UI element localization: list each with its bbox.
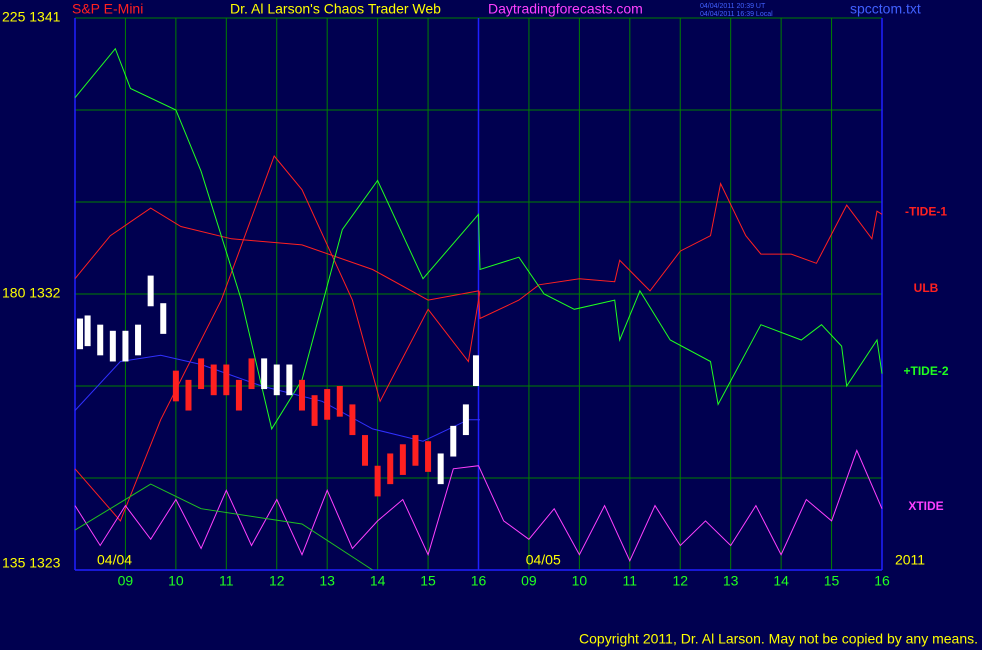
timestamp: 04/04/2011 20:39 UT — [700, 3, 766, 10]
price-bar — [160, 303, 167, 334]
copyright: Copyright 2011, Dr. Al Larson. May not b… — [579, 631, 978, 647]
instrument: S&P E-Mini — [72, 1, 143, 17]
price-bar — [362, 435, 369, 466]
x-tick-label: 09 — [118, 573, 134, 589]
x-tick-label: 16 — [874, 573, 890, 589]
price-bar — [109, 330, 116, 362]
x-tick-label: 12 — [672, 573, 688, 589]
series-line — [74, 182, 883, 320]
price-bar — [462, 404, 469, 436]
price-bar — [298, 379, 305, 411]
y-tick-label: 180 1332 — [2, 285, 61, 301]
price-bar — [349, 404, 356, 436]
price-bar — [223, 364, 230, 396]
price-bar — [185, 379, 192, 411]
x-tick-label: 15 — [420, 573, 436, 589]
price-bar — [374, 465, 381, 497]
x-tick-label: 12 — [269, 573, 285, 589]
price-bar — [387, 453, 394, 485]
y-tick-label: 135 1323 — [2, 555, 61, 571]
series-label: XTIDE — [908, 499, 943, 513]
x-tick-label: 10 — [572, 573, 588, 589]
price-bar — [324, 389, 331, 420]
date-label: 04/05 — [526, 552, 561, 568]
x-tick-label: 15 — [824, 573, 840, 589]
x-tick-label: 14 — [773, 573, 789, 589]
price-bar — [273, 364, 280, 396]
x-tick-label: 13 — [319, 573, 335, 589]
price-bar — [311, 395, 318, 426]
price-bar — [235, 379, 242, 411]
file-name: spcctom.txt — [850, 1, 921, 17]
price-bar — [122, 330, 129, 362]
x-tick-label: 14 — [370, 573, 386, 589]
series-line — [74, 449, 883, 563]
price-bar — [135, 324, 142, 356]
price-bar — [210, 364, 217, 396]
price-bar — [172, 370, 179, 402]
x-tick-label: 16 — [471, 573, 487, 589]
series-label: ULB — [914, 281, 939, 295]
y-tick-label: 225 1341 — [2, 9, 61, 25]
timestamp: 04/04/2011 16:39 Local — [700, 11, 773, 18]
price-bar — [286, 364, 293, 396]
price-bar — [248, 358, 255, 390]
series-line — [74, 483, 373, 571]
year: 2011 — [895, 552, 925, 568]
price-bar — [261, 358, 268, 390]
price-bar — [97, 324, 104, 356]
series-label: +TIDE-2 — [903, 364, 948, 378]
series-line — [74, 155, 481, 522]
price-bar — [84, 315, 91, 347]
price-bar — [147, 275, 154, 307]
price-bar — [77, 318, 84, 350]
price-bar — [450, 425, 457, 457]
x-tick-label: 11 — [623, 573, 638, 589]
price-bar — [198, 358, 205, 390]
x-tick-label: 09 — [521, 573, 537, 589]
site: Daytradingforecasts.com — [488, 1, 643, 17]
series-line — [74, 47, 883, 431]
price-bar — [425, 441, 432, 472]
price-bar — [336, 386, 343, 417]
price-bar — [412, 435, 419, 466]
price-bar — [437, 453, 444, 485]
price-bar — [399, 444, 406, 475]
series-label: -TIDE-1 — [905, 204, 947, 218]
date-label: 04/04 — [97, 552, 132, 568]
chart-title: Dr. Al Larson's Chaos Trader Web — [230, 1, 441, 17]
x-tick-label: 11 — [219, 573, 234, 589]
x-tick-label: 10 — [168, 573, 184, 589]
x-tick-label: 13 — [723, 573, 739, 589]
price-bar — [472, 355, 479, 386]
